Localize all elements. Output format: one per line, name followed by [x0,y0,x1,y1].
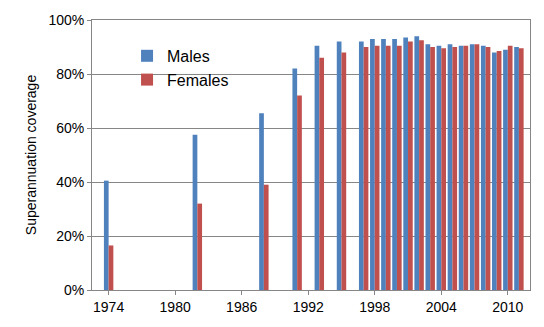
svg-text:1980: 1980 [160,299,191,315]
svg-text:2010: 2010 [492,299,523,315]
svg-text:1998: 1998 [359,299,390,315]
svg-text:1974: 1974 [93,299,124,315]
svg-text:20%: 20% [56,228,84,244]
svg-text:0%: 0% [64,282,84,298]
svg-text:60%: 60% [56,120,84,136]
svg-text:2004: 2004 [426,299,457,315]
svg-text:Superannuation coverage: Superannuation coverage [23,75,39,236]
svg-text:Females: Females [167,72,228,89]
svg-text:1986: 1986 [226,299,257,315]
svg-text:40%: 40% [56,174,84,190]
svg-text:80%: 80% [56,66,84,82]
svg-text:1992: 1992 [293,299,324,315]
svg-text:100%: 100% [48,12,84,28]
svg-text:Males: Males [167,48,210,65]
